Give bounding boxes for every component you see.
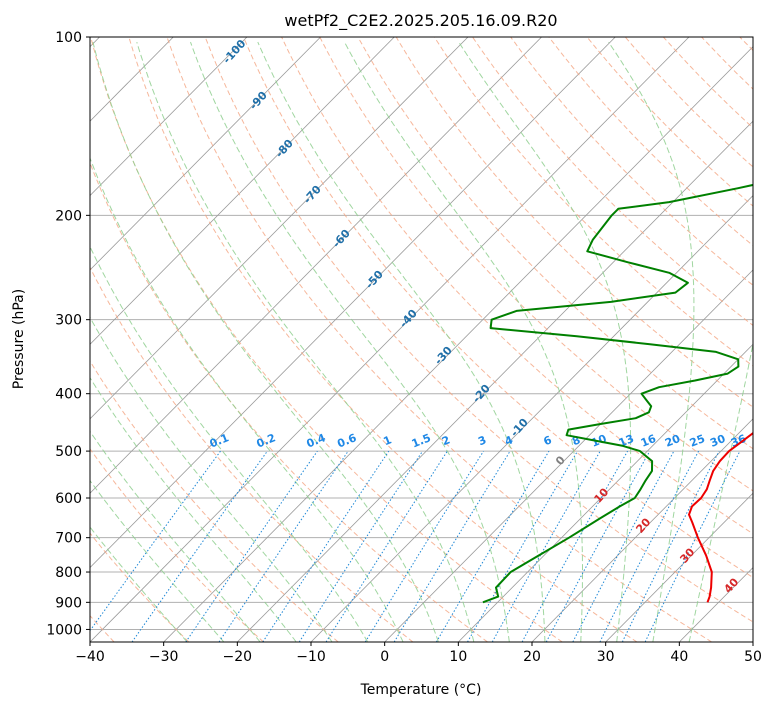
moist-adiabat xyxy=(0,42,224,642)
mixing-ratio-label: 0.2 xyxy=(255,431,278,450)
dry-adiabat xyxy=(396,37,775,642)
moist-adiabat xyxy=(345,42,583,642)
mixing-ratio-label: 20 xyxy=(663,432,682,450)
isotherm-gridline xyxy=(458,37,775,642)
plot-frame xyxy=(90,37,753,642)
dry-adiabat-label: 10 xyxy=(591,485,611,505)
isotherm-gridline xyxy=(0,37,468,642)
dry-adiabat xyxy=(0,37,264,642)
mixing-ratio-label: 36 xyxy=(729,432,748,450)
y-tick-label: 900 xyxy=(55,595,82,611)
dry-adiabat xyxy=(663,37,775,642)
x-tick-label: −10 xyxy=(296,649,326,665)
isotherm-gridline xyxy=(0,37,394,642)
y-tick-label: 400 xyxy=(55,387,82,403)
mixing-ratio-label: 2 xyxy=(440,433,452,448)
zero-isotherm-label: 0 xyxy=(553,453,568,468)
mixing-ratio-line xyxy=(219,451,348,642)
dry-adiabat xyxy=(129,37,637,642)
x-tick-label: 20 xyxy=(523,649,541,665)
mixing-ratio-line xyxy=(82,451,221,642)
dry-adiabat xyxy=(549,37,775,642)
mixing-ratio-label: 6 xyxy=(542,433,554,448)
y-tick-label: 1000 xyxy=(46,622,82,638)
x-tick-label: 30 xyxy=(597,649,615,665)
mixing-ratio-label: 1 xyxy=(382,433,394,448)
moist-adiabat xyxy=(0,42,187,642)
mixing-ratio-label: 16 xyxy=(639,432,658,450)
y-tick-label: 300 xyxy=(55,313,82,329)
dry-adiabat xyxy=(53,37,488,642)
y-tick-label: 600 xyxy=(55,491,82,507)
moist-adiabat-label: -30 xyxy=(432,344,455,368)
x-tick-label: 50 xyxy=(744,649,762,665)
mixing-ratio-label: 0.6 xyxy=(335,431,358,450)
mixing-ratio-line xyxy=(394,451,510,642)
x-tick-label: 40 xyxy=(670,649,688,665)
y-axis-label: Pressure (hPa) xyxy=(11,289,27,389)
dry-adiabat xyxy=(511,37,775,642)
y-tick-label: 200 xyxy=(55,208,82,224)
isotherm-gridline xyxy=(237,37,775,642)
y-tick-label: 800 xyxy=(55,565,82,581)
mixing-ratio-line xyxy=(299,451,422,642)
isotherm-gridline xyxy=(164,37,763,642)
mixing-ratio-label: 0.1 xyxy=(208,431,231,450)
dry-adiabat xyxy=(91,37,563,642)
x-tick-label: −40 xyxy=(75,649,105,665)
mixing-ratio-line xyxy=(622,451,719,642)
isotherm-gridline xyxy=(385,37,775,642)
moist-adiabat xyxy=(24,42,367,642)
isotherm-gridline xyxy=(16,37,615,642)
chart-title: wetPf2_C2E2.2025.205.16.09.R20 xyxy=(284,11,557,31)
mixing-ratio-line xyxy=(186,451,318,642)
mixing-ratio-line xyxy=(263,451,389,642)
dry-adiabat xyxy=(14,37,413,642)
moist-adiabat-label: -10 xyxy=(508,416,531,440)
y-tick-label: 100 xyxy=(55,30,82,46)
dry-adiabat xyxy=(167,37,712,642)
dry-adiabat xyxy=(282,37,775,642)
x-axis-label: Temperature (°C) xyxy=(360,682,482,698)
moist-adiabat-label: -20 xyxy=(470,382,493,406)
dry-adiabat-label: 20 xyxy=(633,515,653,535)
x-tick-label: −30 xyxy=(149,649,179,665)
mixing-ratio-label: 25 xyxy=(688,432,707,450)
isotherm-gridline xyxy=(0,37,321,642)
dry-adiabat-label: 40 xyxy=(721,575,741,595)
y-tick-label: 500 xyxy=(55,444,82,460)
isotherm-gridline xyxy=(753,37,775,642)
mixing-ratio-label: 0.4 xyxy=(305,431,328,450)
moist-adiabat xyxy=(0,42,296,642)
moist-adiabat-label: -40 xyxy=(397,307,420,331)
x-tick-label: −20 xyxy=(223,649,253,665)
dry-adiabat xyxy=(740,37,775,642)
x-tick-label: 0 xyxy=(380,649,389,665)
isotherm-gridline xyxy=(0,37,542,642)
mixing-ratio-line xyxy=(600,451,699,642)
plot-area: 10203040-100-90-80-70-60-50-40-30-20-100… xyxy=(0,37,775,642)
x-tick-label: 10 xyxy=(449,649,467,665)
y-tick-label: 700 xyxy=(55,531,82,547)
moist-adiabat-label: -90 xyxy=(247,89,270,113)
moist-adiabat xyxy=(258,42,545,642)
dry-adiabat xyxy=(0,37,338,642)
dry-adiabat xyxy=(702,37,775,642)
dry-adiabat-label: 30 xyxy=(677,545,697,565)
isotherm-gridline xyxy=(0,37,247,642)
isotherm-gridline xyxy=(311,37,775,642)
moist-adiabat-label: -100 xyxy=(220,37,248,66)
isotherm-gridline xyxy=(532,37,775,642)
mixing-ratio-line xyxy=(326,451,447,642)
mixing-ratio-label: 3 xyxy=(476,433,488,448)
moist-adiabat xyxy=(0,42,260,642)
moist-adiabat xyxy=(689,42,775,642)
mixing-ratio-line xyxy=(492,451,600,642)
